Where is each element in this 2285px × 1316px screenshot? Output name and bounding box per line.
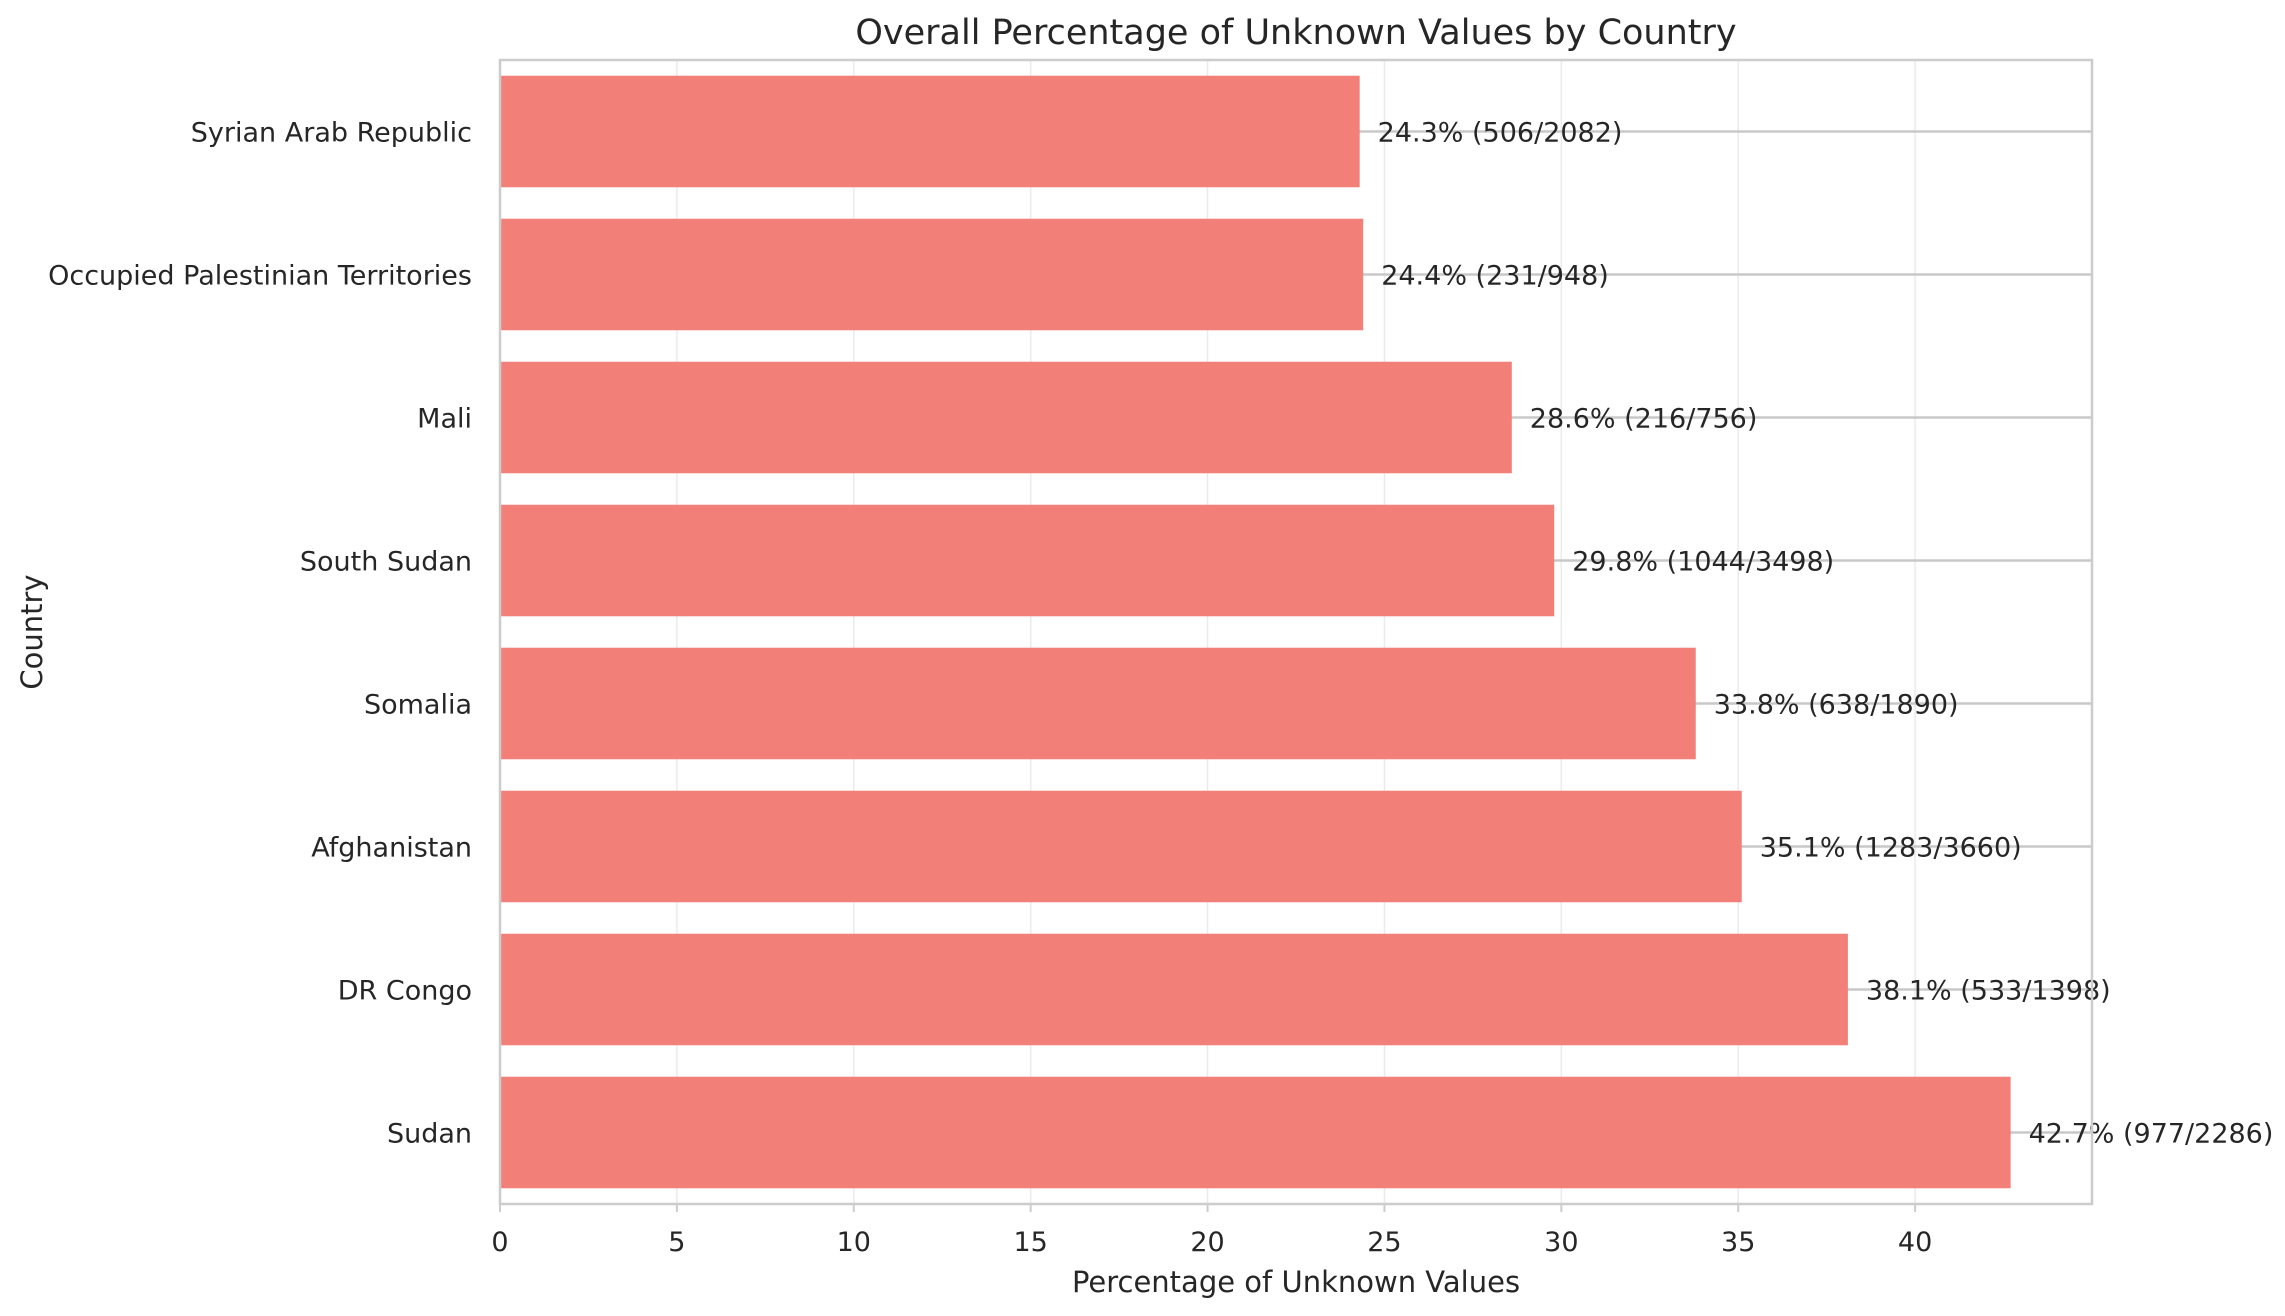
x-tick-label: 15 xyxy=(1013,1227,1047,1258)
x-tick-label: 40 xyxy=(1898,1227,1932,1258)
x-tick-label: 35 xyxy=(1721,1227,1755,1258)
bar-data-label: 28.6% (216/756) xyxy=(1530,404,1758,435)
bar xyxy=(500,75,1360,188)
y-tick-label: Occupied Palestinian Territories xyxy=(48,261,472,292)
bar xyxy=(500,361,1512,474)
y-axis-label: Country xyxy=(15,574,49,689)
bar-data-label: 38.1% (533/1398) xyxy=(1866,976,2111,1007)
x-tick-label: 20 xyxy=(1190,1227,1224,1258)
x-axis-ticks: 0 5 10 15 20 25 30 35 40 xyxy=(491,1204,1932,1258)
chart-title: Overall Percentage of Unknown Values by … xyxy=(855,13,1736,53)
bars xyxy=(500,75,2011,1189)
x-tick-label: 0 xyxy=(491,1227,508,1258)
x-tick-label: 25 xyxy=(1367,1227,1401,1258)
bar xyxy=(500,218,1364,331)
y-tick-label: Sudan xyxy=(387,1119,472,1150)
bar xyxy=(500,1076,2011,1189)
bar xyxy=(500,790,1742,903)
y-tick-label: Somalia xyxy=(364,690,472,721)
bar-data-label: 24.3% (506/2082) xyxy=(1378,118,1623,149)
bar-data-label: 33.8% (638/1890) xyxy=(1714,690,1959,721)
y-tick-label: Mali xyxy=(417,404,472,435)
x-tick-label: 30 xyxy=(1544,1227,1578,1258)
plot-frame xyxy=(498,58,2094,1206)
bar-data-label: 24.4% (231/948) xyxy=(1381,261,1609,292)
bar xyxy=(500,647,1696,760)
bar-data-label: 29.8% (1044/3498) xyxy=(1572,547,1834,578)
bar xyxy=(500,504,1555,617)
bar xyxy=(500,933,1848,1046)
x-axis-label: Percentage of Unknown Values xyxy=(1072,1265,1520,1299)
y-tick-label: Syrian Arab Republic xyxy=(191,118,472,149)
bar-data-label: 42.7% (977/2286) xyxy=(2029,1119,2274,1150)
y-tick-label: South Sudan xyxy=(300,547,472,578)
y-tick-label: Afghanistan xyxy=(311,833,472,864)
y-tick-label: DR Congo xyxy=(338,976,472,1007)
data-labels: 24.3% (506/2082) 24.4% (231/948) 28.6% (21… xyxy=(1378,118,2274,1150)
x-tick-label: 10 xyxy=(837,1227,871,1258)
x-tick-label: 5 xyxy=(668,1227,685,1258)
bar-data-label: 35.1% (1283/3660) xyxy=(1760,833,2022,864)
y-axis-ticks: Syrian Arab Republic Occupied Palestinian… xyxy=(48,118,472,1150)
